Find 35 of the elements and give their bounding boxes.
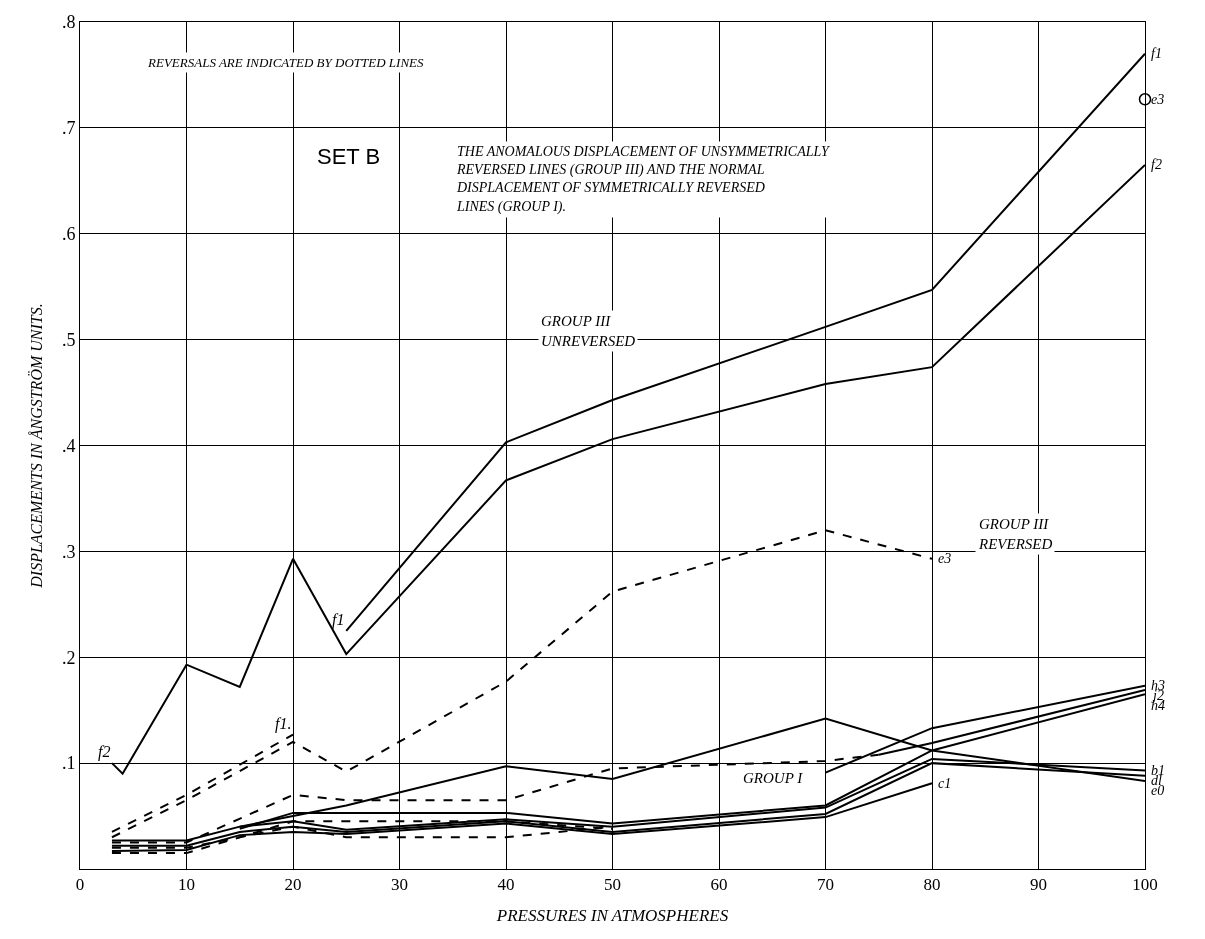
y-tick-label: .5 [61, 329, 76, 350]
x-axis-title: PRESSURES IN ATMOSPHERES [495, 905, 729, 925]
annotation: f2 [98, 743, 111, 761]
y-axis-title: DISPLACEMENTS IN ÅNGSTRÖM UNITS. [27, 303, 45, 589]
annotation: GROUP III REVERSED [978, 516, 1053, 552]
y-tick-label: .2 [61, 647, 76, 668]
x-tick-label: 40 [497, 875, 515, 895]
y-tick-label: .7 [61, 118, 76, 139]
x-tick-label: 60 [710, 875, 728, 895]
annotation: SET B [317, 144, 381, 169]
x-tick-label: 30 [391, 875, 408, 895]
annotation: f1 [332, 611, 345, 629]
x-tick-label: 10 [178, 875, 195, 895]
y-tick-label: .8 [61, 12, 76, 33]
annotation: THE ANOMALOUS DISPLACEMENT OF UNSYMMETRICALLY REVERSED LINES (GROUP III) AND THE NORMAL DISPLACEMENT OF SYMMETRICALLY REVERSED LINES (GROUP I). [456, 144, 832, 215]
annotation: f1. [275, 715, 292, 733]
x-tick-label: 80 [923, 875, 941, 895]
series-label: e3 [1151, 92, 1165, 107]
x-tick-label: 70 [817, 875, 834, 895]
x-tick-label: 90 [1030, 875, 1047, 895]
x-tick-label: 50 [604, 875, 621, 895]
series-label: e3 [938, 551, 952, 566]
series-label: f1 [1151, 46, 1162, 61]
y-tick-label: .4 [61, 435, 76, 456]
x-tick-label: 100 [1132, 875, 1158, 895]
series-label: c1 [938, 776, 952, 791]
annotation: GROUP III UNREVERSED [541, 313, 636, 349]
y-tick-label: .3 [61, 541, 76, 562]
y-tick-label: .6 [61, 224, 76, 245]
annotation: REVERSALS ARE INDICATED BY DOTTED LINES [147, 55, 425, 70]
x-tick-label: 0 [75, 875, 85, 895]
x-tick-label: 20 [284, 875, 302, 895]
series-label: f2 [1151, 157, 1162, 172]
y-tick-label: .1 [61, 753, 76, 774]
annotation: GROUP I [743, 770, 804, 786]
